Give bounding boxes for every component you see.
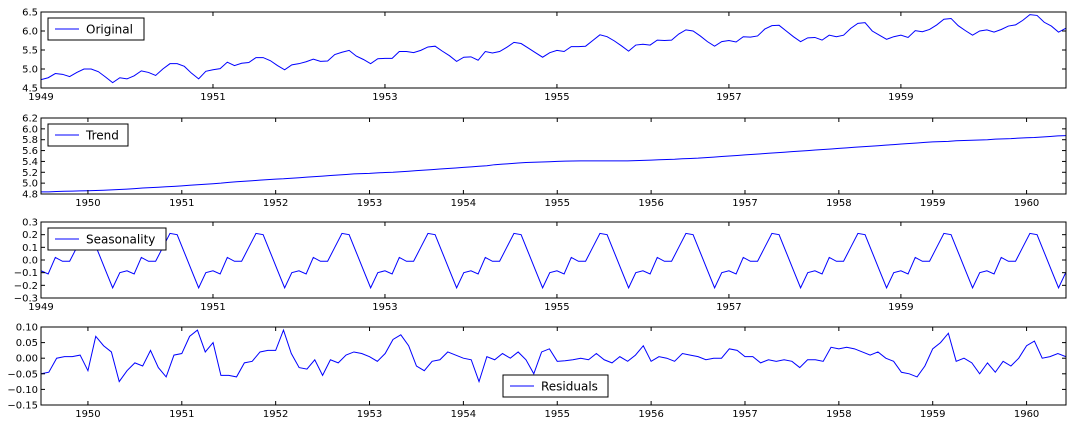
seasonality-ytick-label: 0.1	[22, 243, 38, 254]
residuals-xtick-label: 1955	[545, 409, 570, 420]
trend-ytick-label: 5.2	[22, 168, 38, 179]
residuals-ytick-label: −0.05	[7, 369, 38, 380]
residuals-xtick-label: 1950	[75, 409, 100, 420]
trend-ytick-label: 6.2	[22, 114, 38, 125]
trend-ytick-label: 5.4	[22, 157, 38, 168]
seasonality-ytick-label: 0.3	[22, 218, 38, 229]
residuals-xtick-label: 1958	[826, 409, 851, 420]
trend-xtick-label: 1959	[920, 198, 945, 209]
seasonality-xtick-label: 1951	[200, 302, 225, 313]
residuals-xtick-label: 1951	[169, 409, 194, 420]
trend-xtick-label: 1955	[545, 198, 570, 209]
original-axes-frame	[40, 11, 1067, 89]
residuals-xtick-label: 1952	[263, 409, 288, 420]
residuals-ytick-label: 0.05	[16, 338, 38, 349]
seasonality-legend: Seasonality	[47, 227, 167, 251]
seasonality-series-line	[41, 232, 1066, 290]
trend-legend-label: Trend	[85, 129, 119, 143]
original-ytick-label: 4.5	[22, 84, 38, 95]
trend-axes-frame	[40, 117, 1067, 195]
seasonality-legend-label: Seasonality	[86, 233, 155, 247]
seasonality-xtick-label: 1959	[888, 302, 913, 313]
residuals-ytick-label: 0.00	[16, 354, 38, 365]
original-xtick-label: 1951	[200, 92, 225, 103]
seasonality-ytick-label: 0.2	[22, 230, 38, 241]
original-legend: Original	[47, 17, 145, 41]
original-panel: 4.5 5.0 5.5 6.0 6.5 1949 1951 1953 1955 1957 1959 O…	[22, 8, 1067, 103]
residuals-xtick-label: 1960	[1014, 409, 1039, 420]
residuals-xtick-label: 1959	[920, 409, 945, 420]
trend-ytick-label: 6.0	[22, 124, 38, 135]
residuals-axes-frame	[40, 326, 1067, 406]
original-ytick-label: 5.5	[22, 46, 38, 57]
residuals-xtick-label: 1953	[357, 409, 382, 420]
seasonality-ytick-label: −0.1	[14, 268, 38, 279]
original-xtick-label: 1949	[28, 92, 53, 103]
trend-xtick-label: 1957	[732, 198, 757, 209]
trend-ytick-label: 5.0	[22, 179, 38, 190]
original-xtick-label: 1957	[716, 92, 741, 103]
trend-xtick-label: 1952	[263, 198, 288, 209]
residuals-ytick-label: −0.10	[7, 385, 38, 396]
residuals-legend: Residuals	[502, 374, 609, 398]
original-xtick-label: 1953	[372, 92, 397, 103]
trend-panel: 4.85.05.25.45.65.86.06.2 1950 1951 1952 1953…	[22, 114, 1067, 209]
seasonality-legend-box	[47, 227, 167, 251]
trend-ytick-label: 5.8	[22, 135, 38, 146]
seasonality-ytick-label: −0.3	[14, 294, 38, 305]
trend-xtick-label: 1956	[638, 198, 663, 209]
original-legend-box	[47, 17, 145, 41]
original-legend-label: Original	[86, 23, 133, 37]
seasonality-ytick-label: 0.0	[22, 256, 38, 267]
trend-xtick-label: 1960	[1014, 198, 1039, 209]
seasonality-xtick-label: 1955	[544, 302, 569, 313]
original-ytick-label: 5.0	[22, 65, 38, 76]
residuals-ytick-label: 0.10	[16, 323, 38, 334]
trend-series-line	[41, 135, 1066, 193]
residuals-xtick-label: 1957	[732, 409, 757, 420]
seasonality-axes-frame	[40, 221, 1067, 299]
seasonality-xtick-label: 1957	[716, 302, 741, 313]
trend-xtick-label: 1954	[451, 198, 476, 209]
residuals-xtick-label: 1954	[451, 409, 476, 420]
seasonality-xtick-label: 1949	[28, 302, 53, 313]
trend-xtick-label: 1950	[75, 198, 100, 209]
trend-legend: Trend	[47, 123, 129, 147]
trend-legend-box	[47, 123, 129, 147]
trend-ytick-label: 4.8	[22, 190, 38, 201]
residuals-legend-label: Residuals	[541, 380, 598, 394]
original-xtick-label: 1959	[888, 92, 913, 103]
residuals-legend-box	[502, 374, 609, 398]
seasonality-panel: −0.3 −0.2 −0.10.0 0.1 0.20.3 1949 1951 1953 1955…	[14, 218, 1067, 313]
seasonality-xtick-label: 1953	[372, 302, 397, 313]
original-xtick-label: 1955	[544, 92, 569, 103]
residuals-series-line	[41, 328, 1066, 384]
trend-xtick-label: 1951	[169, 198, 194, 209]
trend-ytick-label: 5.6	[22, 146, 38, 157]
trend-xtick-label: 1953	[357, 198, 382, 209]
residuals-panel: −0.15 −0.10 −0.05 0.00 0.05 0.10 1950 1951 1952 1…	[7, 323, 1067, 420]
residuals-xtick-label: 1956	[638, 409, 663, 420]
original-series-line	[41, 14, 1066, 84]
trend-xtick-label: 1958	[826, 198, 851, 209]
original-ytick-label: 6.0	[22, 27, 38, 38]
original-ytick-label: 6.5	[22, 8, 38, 19]
seasonality-ytick-label: −0.2	[14, 281, 38, 292]
residuals-ytick-label: −0.15	[7, 401, 38, 412]
